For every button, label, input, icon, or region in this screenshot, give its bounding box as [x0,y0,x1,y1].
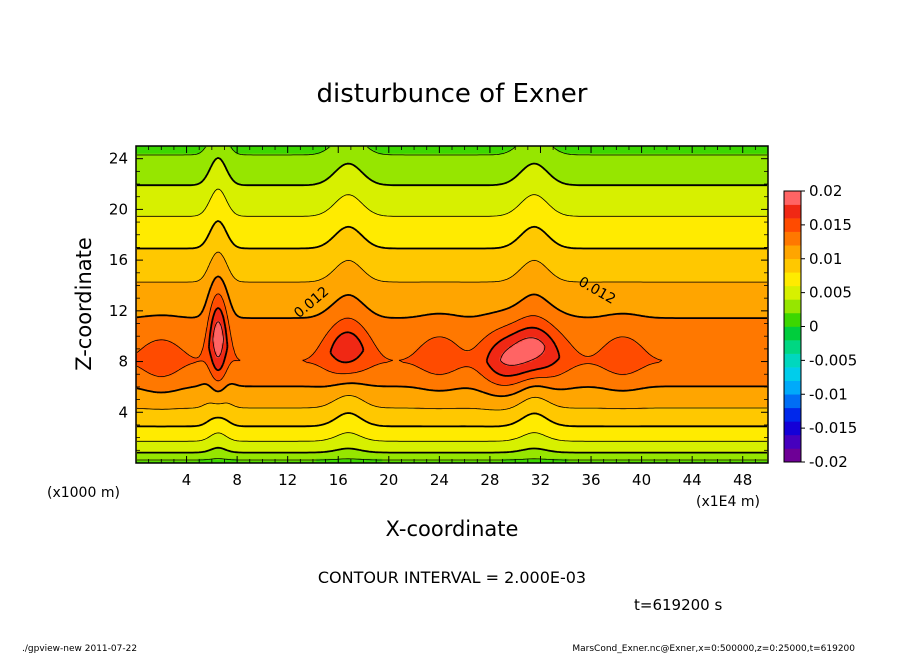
footer-right: MarsCond_Exner.nc@Exner,x=0:500000,z=0:2… [572,644,855,654]
colorbar-cell [784,367,801,381]
colorbar-tick-label: -0.005 [809,351,857,369]
colorbar-cell [784,312,801,327]
colorbar-cell [784,258,801,273]
contour-line [137,188,767,442]
y-unit-label: (x1000 m) [47,485,120,501]
x-tick-label: 40 [632,471,651,489]
y-tick-label: 8 [118,353,128,371]
x-tick-label: 44 [683,471,702,489]
colorbar-cell [784,285,801,300]
colorbar-cell [784,191,801,205]
contour-line [137,220,767,428]
contour-line [212,321,546,366]
contour-lines [136,146,767,461]
contour-interval-text: CONTOUR INTERVAL = 2.000E-03 [318,568,586,587]
colorbar-cells [784,191,801,463]
chart-title: disturbunce of Exner [317,79,588,109]
contour-line [137,157,767,454]
colorbar-cell [784,380,801,395]
y-axis-title: Z-coordinate [72,237,96,371]
colorbar-cell [784,407,801,422]
plot-area [135,145,769,464]
x-tick-label: 12 [278,471,297,489]
contour-line [136,275,767,398]
x-tick-label: 36 [581,471,600,489]
colorbar-cell [784,218,801,232]
x-axis: 4 8 12 16 20 24 28 32 36 40 44 48 [148,146,756,489]
x-tick-label: 48 [733,471,752,489]
y-tick-label: 4 [118,403,128,421]
colorbar-tick-label: -0.015 [809,419,857,437]
colorbar-cell [784,394,801,409]
colorbar-cell [784,448,801,463]
y-tick-label: 16 [109,251,128,269]
y-tick-label: 12 [109,302,128,320]
x-tick-label: 28 [480,471,499,489]
x-tick-label: 24 [430,471,449,489]
contour-line [136,293,663,386]
contour-line [208,307,561,377]
colorbar-cell [784,231,801,246]
colorbar-ticks: 0.02 0.015 0.01 0.005 0 -0.005 -0.01 -0.015 -0.0… [801,182,857,471]
colorbar-tick-label: 0.01 [809,250,842,268]
contour-fill [136,146,768,463]
colorbar-cell [784,272,801,287]
footer-left: ./gpview-new 2011-07-22 [22,644,137,654]
colorbar-tick-label: -0.01 [809,385,848,403]
time-text: t=619200 s [634,596,722,614]
colorbar-tick-label: 0.02 [809,182,842,200]
colorbar-tick-label: -0.02 [809,453,848,471]
x-tick-label: 32 [531,471,550,489]
colorbar-tick-label: 0.015 [809,216,852,234]
x-tick-label: 8 [232,471,242,489]
y-axis: 4 8 12 16 20 24 [109,150,768,451]
y-tick-label: 20 [109,200,128,218]
colorbar-cell [784,353,801,368]
y-tick-label: 24 [109,150,128,168]
x-tick-label: 20 [379,471,398,489]
colorbar-cell [784,434,801,449]
colorbar-cell [784,340,801,354]
colorbar-cell [784,326,801,341]
x-axis-title: X-coordinate [386,517,519,541]
x-tick-label: 16 [329,471,348,489]
colorbar-tick-label: 0.005 [809,284,852,302]
colorbar-cell [784,421,801,436]
x-tick-label: 4 [182,471,192,489]
colorbar: 0.02 0.015 0.01 0.005 0 -0.005 -0.01 -0.015 -0.0… [783,182,857,471]
colorbar-tick-label: 0 [809,318,819,336]
colorbar-cell [784,204,801,219]
x-unit-label: (x1E4 m) [696,494,760,510]
colorbar-cell [784,245,801,260]
colorbar-cell [784,299,801,314]
contour-line [136,251,767,411]
